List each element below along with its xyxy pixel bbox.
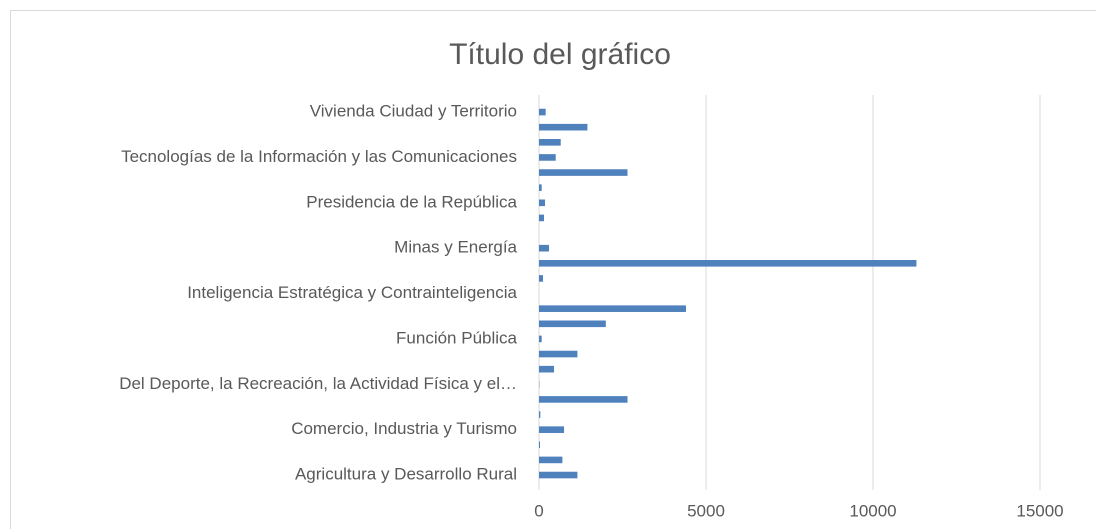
bar	[539, 350, 578, 358]
bar	[539, 214, 545, 222]
bar	[539, 244, 550, 252]
x-tick-label: 5000	[687, 501, 725, 520]
chart-border	[10, 10, 1096, 529]
y-tick-label: Agricultura y Desarrollo Rural	[295, 465, 517, 484]
x-tick-label: 15000	[1016, 501, 1063, 520]
y-tick-label: Comercio, Industria y Turismo	[291, 419, 517, 438]
y-tick-label: Tecnologías de la Información y las Comu…	[121, 147, 517, 166]
bar	[539, 184, 542, 191]
x-tick-label: 10000	[849, 501, 896, 520]
y-tick-label: Vivienda Ciudad y Territorio	[310, 102, 517, 121]
bar	[539, 456, 563, 464]
bar	[539, 396, 628, 403]
bar	[539, 275, 544, 282]
chart-title: Título del gráfico	[449, 38, 671, 71]
bar	[539, 199, 546, 207]
y-tick-label: Presidencia de la República	[306, 192, 517, 211]
bar	[539, 154, 556, 161]
y-tick-label: Inteligencia Estratégica y Contraintelig…	[187, 283, 517, 302]
bar	[539, 123, 588, 131]
bar	[539, 365, 555, 373]
x-tick-label: 0	[534, 501, 543, 520]
bar	[539, 139, 561, 146]
bar	[539, 305, 686, 312]
bar	[539, 335, 542, 343]
bar	[539, 471, 578, 479]
bar	[539, 108, 546, 116]
bar	[539, 411, 541, 418]
bar	[539, 426, 565, 433]
bar	[539, 320, 606, 328]
y-tick-label: Función Pública	[396, 328, 518, 347]
bar	[539, 260, 917, 267]
y-tick-label: Del Deporte, la Recreación, la Actividad…	[119, 374, 517, 393]
bar	[539, 169, 628, 176]
y-tick-label: Minas y Energía	[394, 238, 517, 257]
bar	[539, 441, 541, 449]
